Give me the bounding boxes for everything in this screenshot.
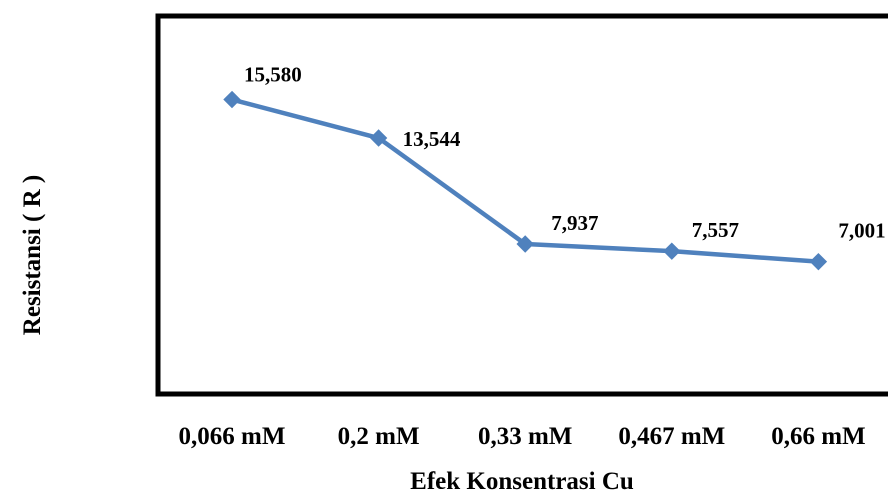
data-point-marker — [663, 242, 681, 260]
data-label: 7,001 — [838, 219, 885, 243]
plot-border — [155, 13, 888, 397]
x-tick-label: 0,467 mM — [618, 423, 725, 450]
data-label: 7,937 — [551, 211, 598, 235]
data-point-marker — [516, 235, 534, 253]
data-labels: 15,580 13,544 7,937 7,557 7,001 — [244, 63, 886, 243]
data-point-marker — [809, 252, 828, 271]
data-label: 7,557 — [692, 218, 739, 242]
x-tick-label: 0,33 mM — [478, 423, 572, 450]
data-label: 13,544 — [403, 127, 461, 151]
y-axis-title: Resistansi ( R ) — [19, 175, 46, 335]
data-label: 15,580 — [244, 63, 302, 87]
x-axis-tick-labels: 0,066 mM 0,2 mM 0,33 mM 0,467 mM 0,66 mM — [179, 423, 866, 450]
x-tick-label: 0,066 mM — [179, 423, 286, 450]
series-layer — [223, 90, 828, 271]
data-point-marker — [223, 90, 241, 109]
x-tick-label: 0,66 mM — [771, 423, 865, 450]
x-tick-label: 0,2 mM — [338, 423, 420, 450]
data-point-marker — [369, 129, 388, 147]
x-axis-title: Efek Konsentrasi Cu — [410, 468, 634, 495]
plot-area-frame — [155, 13, 888, 397]
